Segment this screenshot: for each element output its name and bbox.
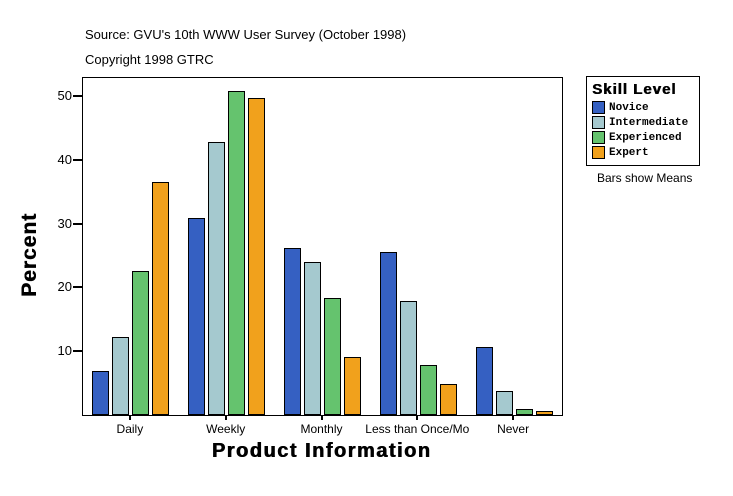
legend-item-expert: Expert xyxy=(592,146,694,159)
legend-label: Expert xyxy=(609,146,649,159)
bar-expert xyxy=(439,384,457,415)
bar-novice xyxy=(92,371,110,415)
bar-intermediate xyxy=(208,142,226,415)
y-tick xyxy=(73,158,83,161)
x-tick xyxy=(128,415,131,420)
bar-intermediate xyxy=(112,337,130,415)
bar-novice xyxy=(379,252,397,415)
bar-intermediate xyxy=(495,391,513,415)
x-tick xyxy=(224,415,227,420)
y-tick-label: 10 xyxy=(57,343,72,359)
bar-novice xyxy=(188,218,206,415)
bar-group-weekly xyxy=(179,78,275,415)
bar-group-less-than-once-mo xyxy=(370,78,466,415)
plot-area: 10 20 30 40 50 xyxy=(58,77,563,416)
bar-novice xyxy=(283,248,301,415)
bar-experienced xyxy=(515,409,533,415)
x-axis: Daily Weekly Monthly Less than Once/Mo Never xyxy=(82,415,561,455)
bar-expert xyxy=(248,98,266,415)
y-tick-label: 40 xyxy=(57,151,72,167)
bar-experienced xyxy=(228,91,246,415)
x-category-label: Monthly xyxy=(300,422,343,436)
legend-note: Bars show Means xyxy=(597,171,693,185)
y-tick xyxy=(73,222,83,225)
legend-label: Novice xyxy=(609,101,649,114)
x-tick xyxy=(512,415,515,420)
x-axis-title: Product Information xyxy=(211,440,432,462)
x-category-label: Weekly xyxy=(206,422,246,436)
bar-expert xyxy=(152,182,170,415)
y-tick-label: 50 xyxy=(57,87,72,103)
legend-label: Experienced xyxy=(609,131,682,144)
chart-source-title: Source: GVU's 10th WWW User Survey (Octo… xyxy=(85,27,407,42)
x-tick xyxy=(416,415,419,420)
legend-item-novice: Novice xyxy=(592,101,694,114)
bar-experienced xyxy=(132,271,150,415)
y-tick-label: 30 xyxy=(57,215,72,231)
legend-title: Skill Level xyxy=(592,81,677,98)
bar-group-daily xyxy=(83,78,179,415)
chart-copyright-subtitle: Copyright 1998 GTRC xyxy=(85,52,214,67)
bar-group-monthly xyxy=(275,78,371,415)
legend-swatch-novice xyxy=(592,101,605,114)
legend: Skill Level Novice Intermediate Experience… xyxy=(586,76,700,166)
y-axis-title: Percent xyxy=(18,212,41,298)
bar-groups xyxy=(83,78,562,415)
x-category-label: Daily xyxy=(116,422,144,436)
legend-items: Novice Intermediate Experienced Expert xyxy=(592,101,694,159)
legend-swatch-experienced xyxy=(592,131,605,144)
legend-item-intermediate: Intermediate xyxy=(592,116,694,129)
y-tick-label: 20 xyxy=(57,279,72,295)
legend-item-experienced: Experienced xyxy=(592,131,694,144)
bar-intermediate xyxy=(303,262,321,415)
x-tick xyxy=(320,415,323,420)
legend-swatch-intermediate xyxy=(592,116,605,129)
bar-group-never xyxy=(466,78,562,415)
legend-swatch-expert xyxy=(592,146,605,159)
legend-label: Intermediate xyxy=(609,116,689,129)
bar-novice xyxy=(475,347,493,415)
bar-experienced xyxy=(323,298,341,415)
y-tick xyxy=(73,350,83,353)
bar-expert xyxy=(535,411,553,415)
bar-expert xyxy=(343,357,361,415)
y-tick xyxy=(73,286,83,289)
bar-intermediate xyxy=(399,301,417,415)
bar-experienced xyxy=(419,365,437,415)
x-category-label: Less than Once/Mo xyxy=(365,422,470,436)
x-category-label: Never xyxy=(497,422,530,436)
y-tick xyxy=(73,94,83,97)
